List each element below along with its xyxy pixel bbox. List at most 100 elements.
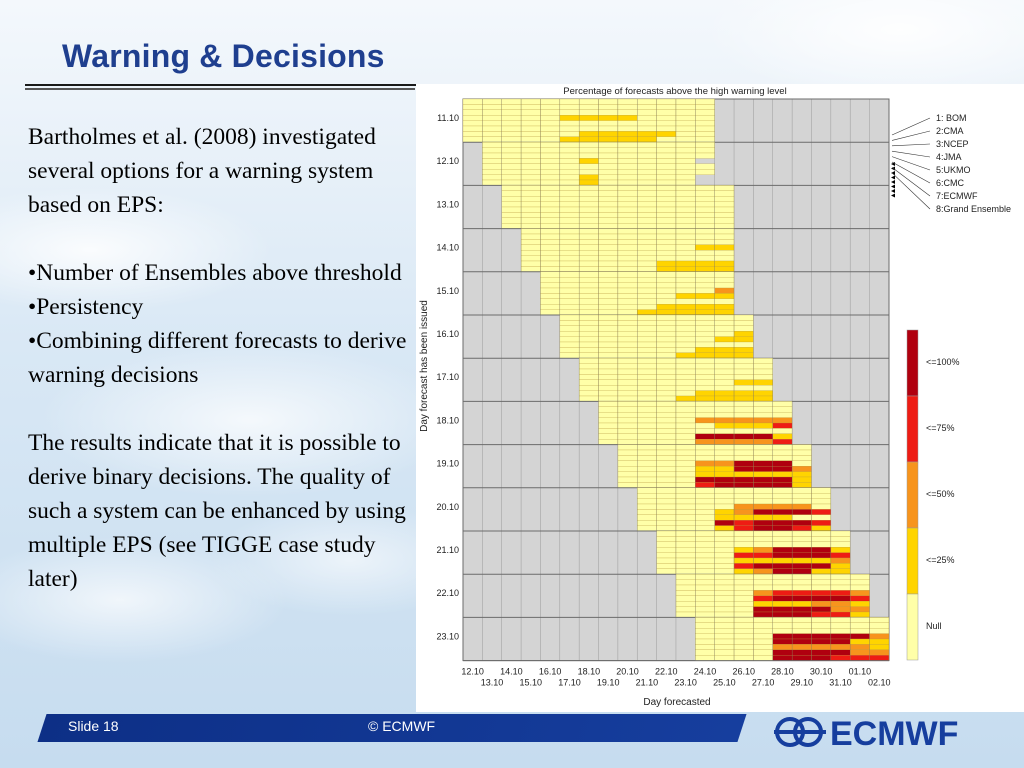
heatmap-cell (714, 520, 735, 526)
heatmap-cell (540, 174, 560, 181)
heatmap-cell (579, 104, 599, 110)
heatmap-cell (714, 304, 735, 310)
heatmap-cell (695, 239, 715, 245)
heatmap-cell (772, 460, 793, 467)
heatmap-cell (637, 304, 657, 310)
heatmap-cell (791, 579, 812, 586)
heatmap-cell (772, 563, 793, 569)
heatmap-cell (772, 520, 793, 526)
y-tick-label: 16.10 (436, 329, 459, 339)
heatmap-cell (520, 255, 541, 262)
heatmap-cell (637, 390, 657, 397)
heatmap-cell (579, 136, 599, 143)
heatmap-cell (540, 304, 560, 310)
heatmap-cell (791, 509, 812, 515)
heatmap-cell (753, 455, 773, 461)
heatmap-cell (733, 611, 754, 618)
heatmap-cell (501, 179, 522, 186)
heatmap-cell (559, 179, 580, 186)
heatmap-cell (656, 547, 677, 553)
heatmap-cell (675, 250, 696, 256)
heatmap-cell (791, 471, 812, 478)
heatmap-cell (675, 298, 696, 305)
heatmap-cell (753, 439, 773, 445)
heatmap-cell (733, 530, 754, 537)
paragraph-gap (28, 222, 413, 256)
heatmap-cell (791, 563, 812, 569)
heatmap-cell (695, 574, 715, 580)
heatmap-cell (637, 293, 657, 299)
heatmap-cell (791, 584, 812, 591)
heatmap-cell (695, 363, 715, 370)
heatmap-cell (559, 190, 580, 197)
heatmap-cell (753, 395, 773, 402)
heatmap-cell (579, 98, 599, 105)
heatmap-cell (675, 455, 696, 461)
legend-label: <=100% (926, 357, 960, 367)
heatmap-cell (559, 158, 580, 164)
heatmap-cell (462, 131, 483, 137)
heatmap-cell (772, 482, 793, 488)
heatmap-cell (772, 433, 793, 440)
heatmap-cell (733, 363, 754, 370)
heatmap-cell (850, 649, 870, 656)
heatmap-cell (617, 471, 638, 478)
model-legend-label: 3:NCEP (936, 139, 969, 149)
heatmap-cell (598, 212, 619, 218)
heatmap-cell (733, 439, 754, 445)
heatmap-cell (656, 304, 677, 310)
heatmap-cell (695, 298, 715, 305)
heatmap-cell (617, 98, 638, 105)
heatmap-cell (637, 104, 657, 110)
heatmap-cell (791, 449, 812, 456)
heatmap-cell (637, 363, 657, 370)
heatmap-cell (520, 239, 541, 245)
heatmap-cell (753, 358, 773, 364)
x-tick-label: 17.10 (558, 678, 581, 688)
heatmap-cell (695, 255, 715, 262)
heatmap-cell (791, 628, 812, 634)
heatmap-cell (675, 590, 696, 596)
heatmap-cell (675, 336, 696, 343)
heatmap-cell (753, 541, 773, 548)
heatmap-cell (675, 341, 696, 348)
heatmap-cell (695, 433, 715, 440)
heatmap-cell (791, 460, 812, 467)
model-leader-line (891, 172, 931, 210)
heatmap-cell (617, 304, 638, 310)
heatmap-cell (501, 217, 522, 224)
heatmap-cell (753, 525, 773, 532)
heatmap-cell (637, 228, 657, 235)
heatmap-cell (501, 98, 522, 105)
heatmap-cell (772, 471, 793, 478)
heatmap-cell (656, 277, 677, 283)
heatmap-cell (559, 201, 580, 208)
heatmap-cell (656, 298, 677, 305)
heatmap-cell (772, 541, 793, 548)
heatmap-cell (675, 579, 696, 586)
heatmap-cell (695, 601, 715, 607)
heatmap-cell (675, 374, 696, 380)
heatmap-cell (579, 147, 599, 154)
heatmap-cell (733, 509, 754, 515)
heatmap-cell (714, 611, 735, 618)
heatmap-cell (850, 579, 870, 586)
heatmap-cell (714, 471, 735, 478)
heatmap-cell (695, 547, 715, 553)
heatmap-cell (501, 152, 522, 159)
heatmap-cell (772, 476, 793, 483)
heatmap-cell (830, 541, 851, 548)
heatmap-cell (714, 595, 735, 602)
model-leader-line (891, 161, 931, 184)
heatmap-cell (656, 493, 677, 499)
heatmap-cell (733, 655, 754, 661)
heatmap-cell (772, 509, 793, 515)
heatmap-cell (811, 536, 831, 542)
heatmap-cell (753, 655, 773, 661)
y-tick-label: 21.10 (436, 545, 459, 555)
heatmap-cell (811, 509, 831, 515)
heatmap-cell (714, 341, 735, 348)
heatmap-cell (598, 109, 619, 116)
intro-paragraph: Bartholmes et al. (2008) investigated se… (28, 124, 376, 218)
heatmap-cell (656, 352, 677, 359)
